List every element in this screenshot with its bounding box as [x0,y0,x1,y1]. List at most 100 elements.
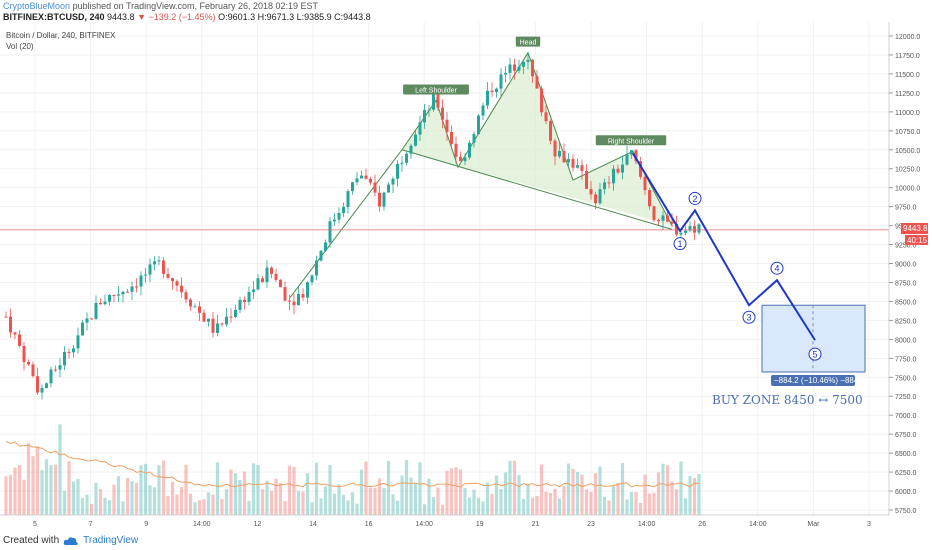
candle-body [400,162,404,164]
volume-bar [499,489,503,515]
candle-body [603,182,606,190]
candle-body [355,178,359,183]
volume-bar [211,494,215,515]
volume-bar [247,501,251,515]
candle-body [211,318,215,333]
volume-bar [310,502,314,515]
measure-label: −884.2 (−10.46%) −8842 [774,376,863,385]
y-tick-label: 7000.0 [895,413,917,420]
candle-body [225,316,228,325]
volume-bar [287,465,292,515]
volume-bar [305,473,310,515]
y-tick-label: 8750.0 [895,280,917,287]
candle-body [27,361,30,365]
wave-circle [688,191,702,205]
chart-background [0,22,932,530]
x-tick-label: 14:00 [193,521,211,528]
candle-body [346,191,350,208]
volume-bar [512,460,517,515]
x-tick-label: 14 [309,521,317,528]
volume-bar [494,475,499,515]
candle-body [184,292,188,300]
candle-body [130,286,134,292]
candle-body [436,92,440,108]
candle-body [657,220,660,222]
volume-bar [170,481,175,515]
candle-body [463,157,467,162]
candle-body [481,105,485,116]
volume-bar [674,489,679,515]
y-tick-label: 7750.0 [895,356,917,363]
volume-bar [314,462,319,515]
volume-bar [139,465,143,515]
volume-bar [260,489,265,515]
candle-body [58,365,62,370]
candle-body [153,261,156,265]
tradingview-link[interactable]: TradingView [83,535,139,546]
candle-body [162,260,165,274]
y-tick-label: 6250.0 [895,470,917,477]
x-tick-label: 23 [587,521,595,528]
volume-bar [274,478,278,515]
volume-bar [332,493,337,515]
volume-bar [206,492,211,515]
volume-bar [112,484,116,515]
price-tag-time: 40:15 [907,236,928,245]
volume-bar [544,491,548,515]
candle-body [531,59,534,77]
current-price-tag: 9443.8 40:15 [901,223,928,245]
footer: Created with TradingView [3,535,138,546]
volume-bar [377,478,382,515]
volume-bar [427,478,431,515]
volume-bar [548,492,553,515]
volume-bar [431,497,436,515]
candle-body [360,175,363,179]
time-axis[interactable]: 5 7 9 14:00 12 14 16 14:00 19 21 23 14:00 26 14:00 Mar… [33,521,871,528]
candle-body [661,215,665,221]
candle-body [9,316,12,333]
volume-bar [22,479,26,515]
author-link[interactable]: CryptoBlueMoon [3,1,71,11]
wave-circle [808,347,822,361]
candle-body [292,301,296,306]
candle-body [630,150,633,155]
wave-circle [673,237,687,251]
candle-body [103,301,107,305]
candle-body [486,90,489,106]
candle-body [90,318,93,320]
ticker-header: BITFINEX:BTCUSD, 240 9443.8 ▼ −139.2 (−1… [3,12,371,22]
y-tick-label: 7250.0 [895,394,917,401]
volume-bar [17,465,22,515]
volume-bar [503,472,508,515]
pattern-label-bg [595,135,667,146]
volume-bar [679,461,683,515]
volume-bar [193,502,197,515]
candle-body [351,182,354,192]
candle-body [315,260,318,276]
volume-bar [467,497,472,515]
y-tick-label: 9250.0 [895,243,917,250]
candle-body [373,182,377,193]
candle-body [670,221,674,224]
volume-bar [463,487,467,515]
created-with-label: Created with [3,535,60,546]
x-tick-label: 16 [365,521,373,528]
candle-body [450,131,453,144]
volume-bar [373,487,377,515]
volume-bar [661,463,665,515]
candle-body [504,72,507,75]
candle-body [36,376,39,393]
y-tick-label: 5750.0 [895,508,917,515]
price-change: ▼ −139.2 (−1.45%) [137,12,216,22]
volume-bar [652,492,656,515]
measure-label-bg [771,374,855,386]
candle-body [409,145,413,154]
x-tick-label: Mar [807,521,820,528]
volume-bar [350,492,355,515]
y-tick-label: 10750.0 [895,129,920,136]
candle-body [594,194,597,204]
candle-body [652,206,656,221]
y-tick-label: 11250.0 [895,91,920,98]
x-tick-label: 9 [144,521,148,528]
